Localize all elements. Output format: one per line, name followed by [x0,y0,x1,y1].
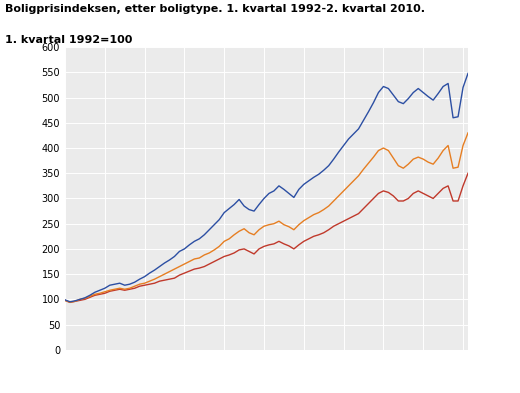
Småhus [380,146,386,151]
Eneboliger [161,278,167,283]
Småhus [67,300,73,305]
Blokkleiligheter [256,202,262,207]
Blokkleiligheter [181,246,188,251]
Småhus [465,130,471,135]
Eneboliger [390,194,396,198]
Text: 1. kvartal 1992=100: 1. kvartal 1992=100 [5,35,133,45]
Eneboliger [62,298,68,303]
Blokkleiligheter [176,249,183,254]
Blokkleiligheter [62,298,68,302]
Blokkleiligheter [465,71,471,76]
Småhus [176,264,183,269]
Eneboliger [67,300,73,305]
Blokkleiligheter [380,84,386,89]
Eneboliger [380,189,386,193]
Blokkleiligheter [161,261,167,265]
Eneboliger [181,271,188,275]
Eneboliger [176,273,183,277]
Blokkleiligheter [67,299,73,304]
Line: Blokkleiligheter: Blokkleiligheter [65,73,468,302]
Text: Boligprisindeksen, etter boligtype. 1. kvartal 1992-2. kvartal 2010.: Boligprisindeksen, etter boligtype. 1. k… [5,4,425,14]
Småhus [181,262,188,266]
Eneboliger [465,171,471,176]
Småhus [390,156,396,160]
Småhus [161,272,167,277]
Blokkleiligheter [390,93,396,97]
Line: Småhus: Småhus [65,133,468,302]
Eneboliger [256,246,262,251]
Line: Eneboliger: Eneboliger [65,173,468,302]
Småhus [62,298,68,303]
Småhus [256,228,262,232]
